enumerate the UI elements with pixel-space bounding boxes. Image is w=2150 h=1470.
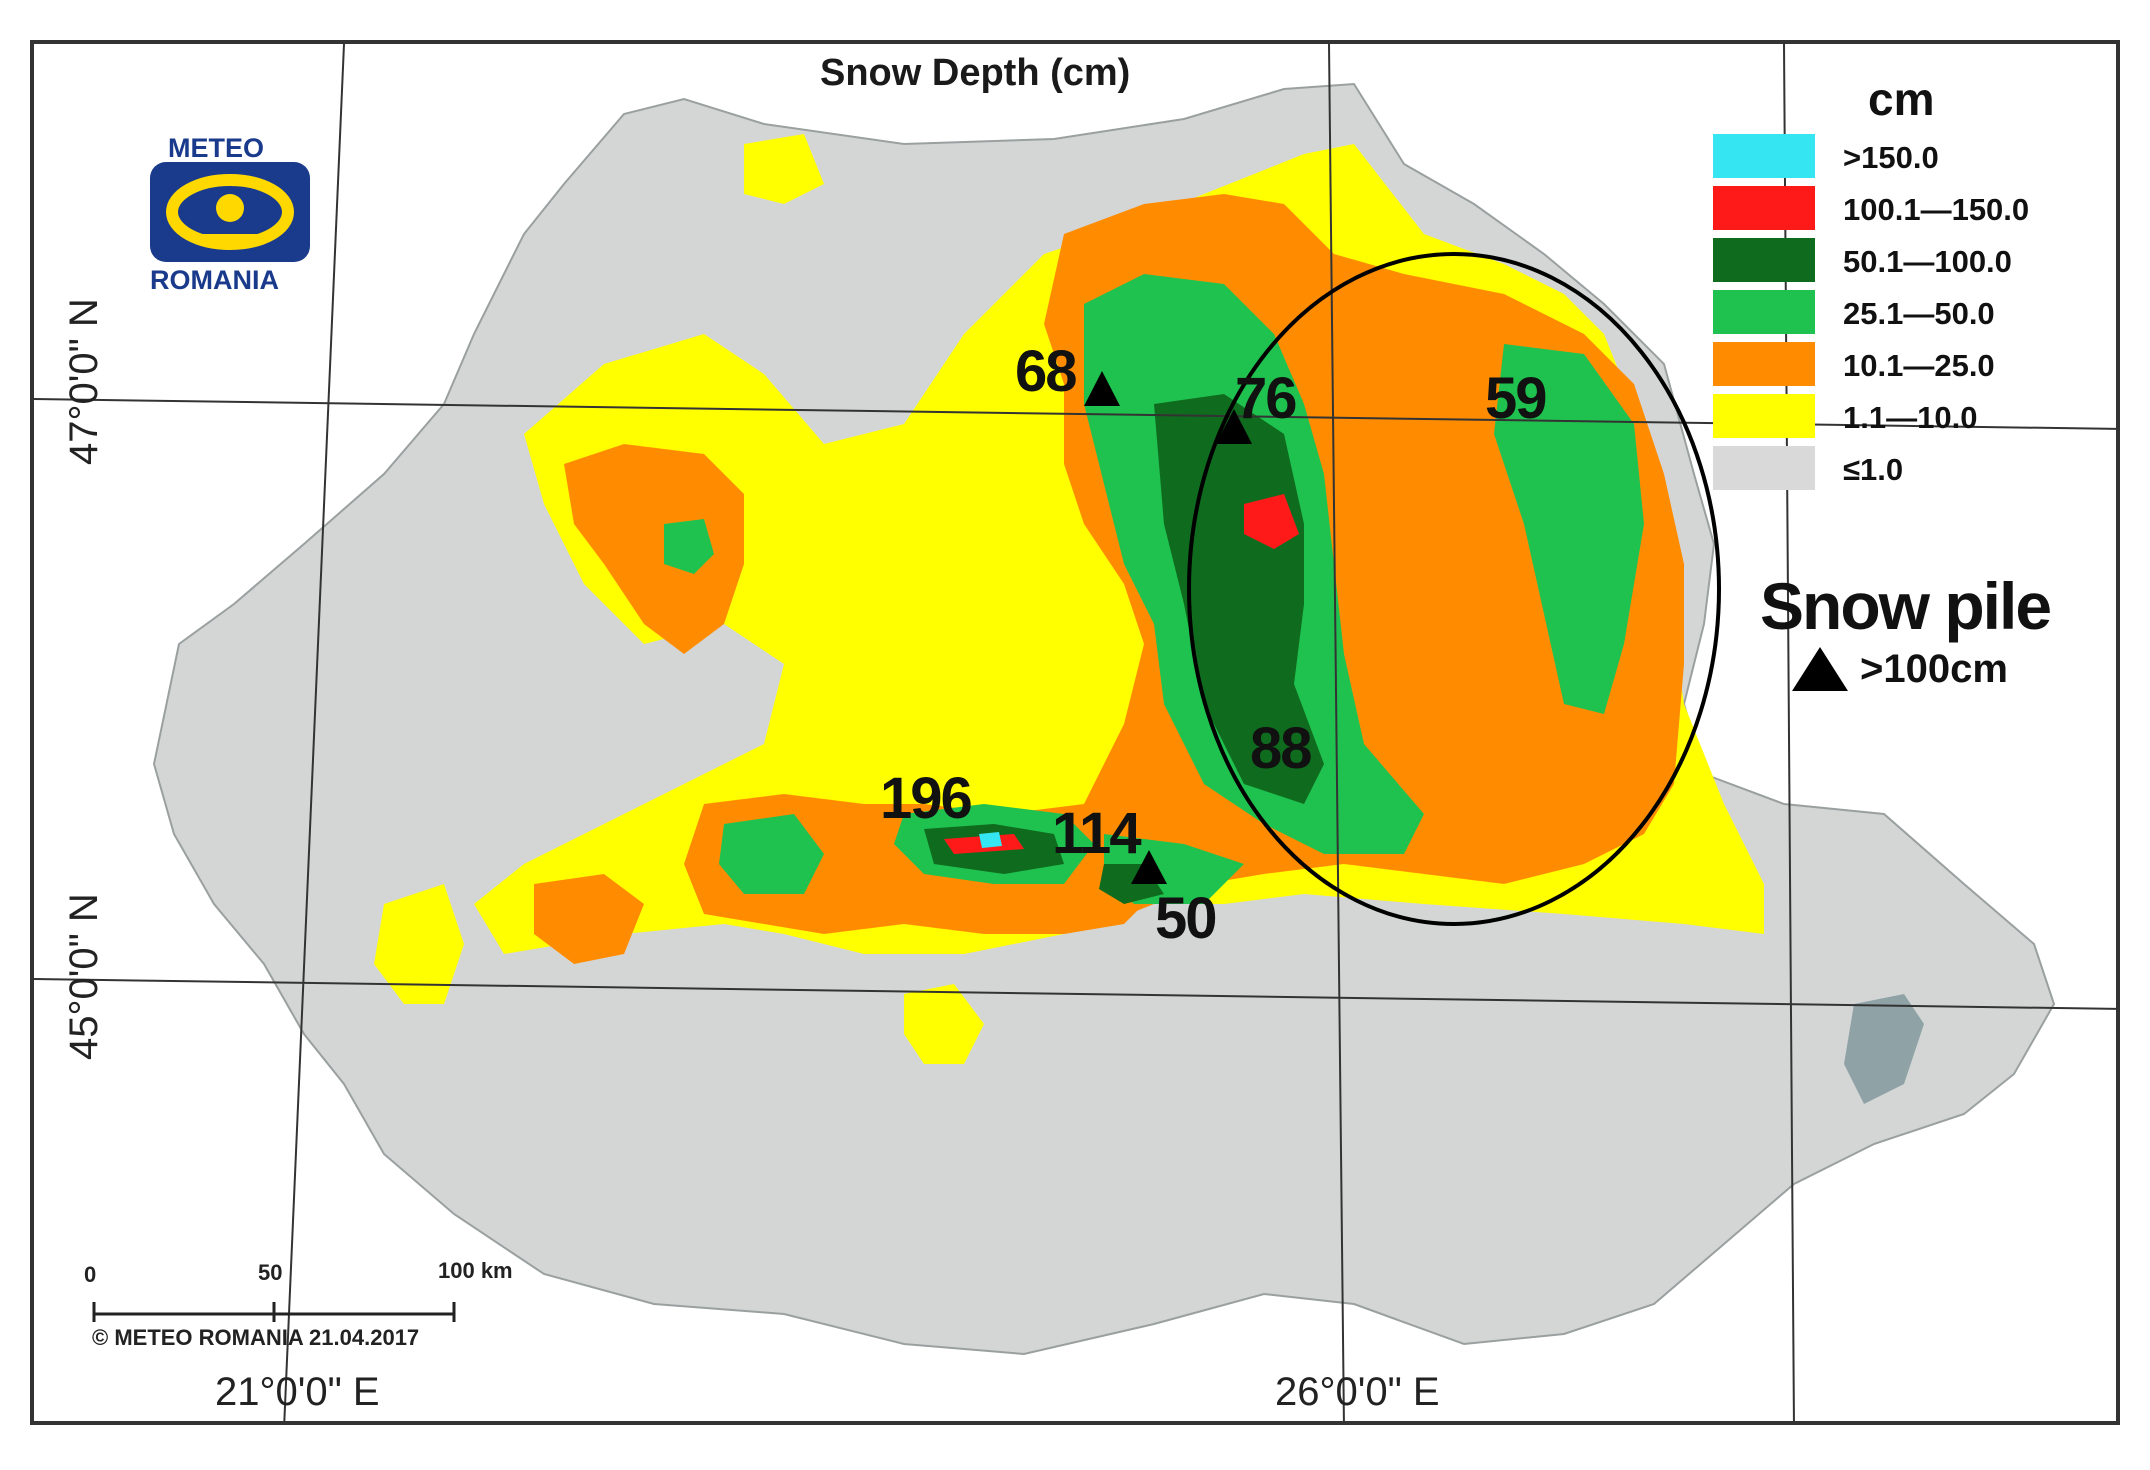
legend-label: 100.1—150.0 (1843, 192, 2030, 227)
meteo-romania-logo-icon (150, 162, 310, 262)
scale-label-100km: 100 km (438, 1258, 513, 1283)
latitude-label-45: 45°0'0" N (62, 893, 106, 1060)
legend-label: 25.1—50.0 (1843, 296, 1995, 331)
zone-25-50-apuseni (664, 519, 714, 574)
legend-swatch (1713, 134, 1815, 178)
zone-10-25-apuseni (564, 444, 744, 654)
danube-delta (1844, 994, 1924, 1104)
map-title: Snow Depth (cm) (820, 52, 1131, 94)
zone-10-25-west (534, 874, 644, 964)
zone-100-150-east (1244, 494, 1299, 549)
snow-pile-marker-68 (1084, 371, 1120, 406)
snow-pile-triangle-icon (1792, 647, 1848, 691)
legend-label: >150.0 (1843, 140, 1939, 175)
legend-swatch (1713, 186, 1815, 230)
value-76: 76 (1235, 366, 1297, 431)
snow-pile-label: >100cm (1860, 647, 2008, 691)
longitude-label-26: 26°0'0" E (1275, 1370, 1440, 1414)
legend-swatch (1713, 446, 1815, 490)
scale-label-50: 50 (258, 1260, 283, 1285)
overlay-layer: Snow Depth (cm) METEO ROMANIA 47°0'0" N … (34, 44, 2116, 1421)
value-196: 196 (880, 766, 973, 831)
value-68: 68 (1015, 339, 1077, 404)
zone-over-150 (979, 832, 1002, 848)
value-59: 59 (1485, 366, 1547, 431)
zone-25-50-retezat (719, 814, 824, 894)
legend-swatch (1713, 342, 1815, 386)
snow-pile-markers (1084, 371, 1252, 884)
legend-swatch (1713, 394, 1815, 438)
legend-swatch (1713, 238, 1815, 282)
snow-pile-marker-114 (1131, 850, 1167, 884)
longitude-label-21: 21°0'0" E (215, 1370, 380, 1414)
legend-label: 50.1—100.0 (1843, 244, 2012, 279)
parallel-45N (34, 978, 2116, 1010)
snow-pile-title: Snow pile (1760, 569, 2052, 643)
zone-1-10-west (374, 884, 464, 1004)
zone-1-10-north (744, 134, 824, 204)
legend-label: ≤1.0 (1843, 452, 1904, 487)
legend-label: 1.1—10.0 (1843, 400, 1978, 435)
scale-label-0: 0 (84, 1262, 97, 1287)
scale-bar (92, 1302, 456, 1322)
legend-unit: cm (1868, 73, 1935, 125)
value-50: 50 (1155, 886, 1217, 951)
highlight-ellipse (1187, 252, 1721, 926)
snow-pile-marker-76 (1216, 409, 1252, 444)
snow-pile-legend: >100cm (1790, 645, 2008, 700)
value-88: 88 (1250, 716, 1312, 781)
value-114: 114 (1052, 801, 1142, 866)
latitude-label-47: 47°0'0" N (62, 298, 106, 465)
legend-label: 10.1—25.0 (1843, 348, 1995, 383)
meridian-21E (283, 44, 345, 1421)
logo-text-top: METEO (168, 133, 265, 163)
legend-swatch (1713, 290, 1815, 334)
zone-1-10-south (904, 984, 984, 1064)
meridian-26E (1328, 44, 1345, 1421)
copyright: © METEO ROMANIA 21.04.2017 (92, 1325, 420, 1350)
zone-25-50-moldova (1494, 344, 1644, 714)
map-frame: Snow Depth (cm) METEO ROMANIA 47°0'0" N … (30, 40, 2120, 1425)
logo-text-bottom: ROMANIA (150, 265, 279, 295)
